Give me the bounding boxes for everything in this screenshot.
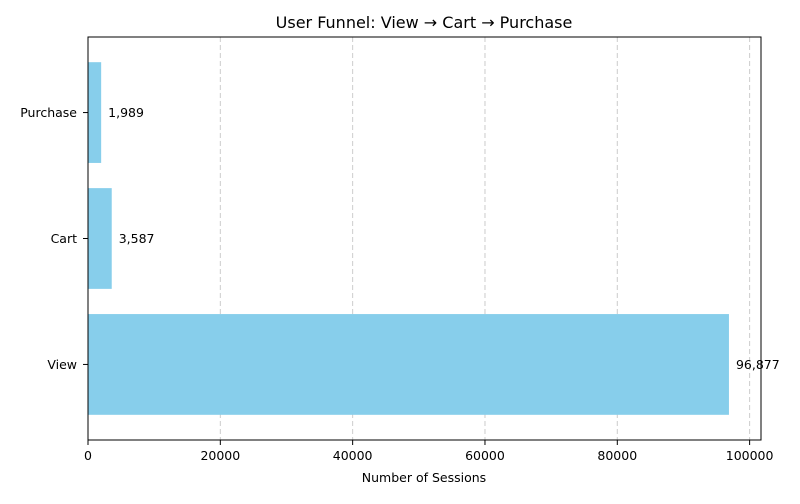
bars	[88, 62, 729, 415]
data-label-cart: 3,587	[119, 231, 155, 246]
bar-purchase	[88, 62, 102, 163]
x-axis-label: Number of Sessions	[362, 470, 486, 485]
data-label-purchase: 1,989	[108, 105, 144, 120]
x-tick-label-100000: 100000	[726, 448, 774, 463]
x-tick-label-20000: 20000	[200, 448, 240, 463]
y-tick-label-purchase: Purchase	[20, 105, 77, 120]
x-tick-label-40000: 40000	[333, 448, 373, 463]
chart-title: User Funnel: View → Cart → Purchase	[276, 13, 573, 32]
bar-view	[88, 314, 729, 415]
bar-cart	[88, 188, 112, 289]
y-tick-label-view: View	[47, 357, 77, 372]
data-label-view: 96,877	[736, 357, 780, 372]
x-tick-label-60000: 60000	[465, 448, 505, 463]
data-labels: 96,877 3,587 1,989	[108, 105, 780, 372]
y-tick-label-cart: Cart	[51, 231, 78, 246]
y-axis-ticks: View Cart Purchase	[20, 105, 88, 372]
x-tick-label-80000: 80000	[597, 448, 637, 463]
x-tick-label-0: 0	[84, 448, 92, 463]
x-axis-ticks: 0 20000 40000 60000 80000 100000	[84, 440, 774, 463]
